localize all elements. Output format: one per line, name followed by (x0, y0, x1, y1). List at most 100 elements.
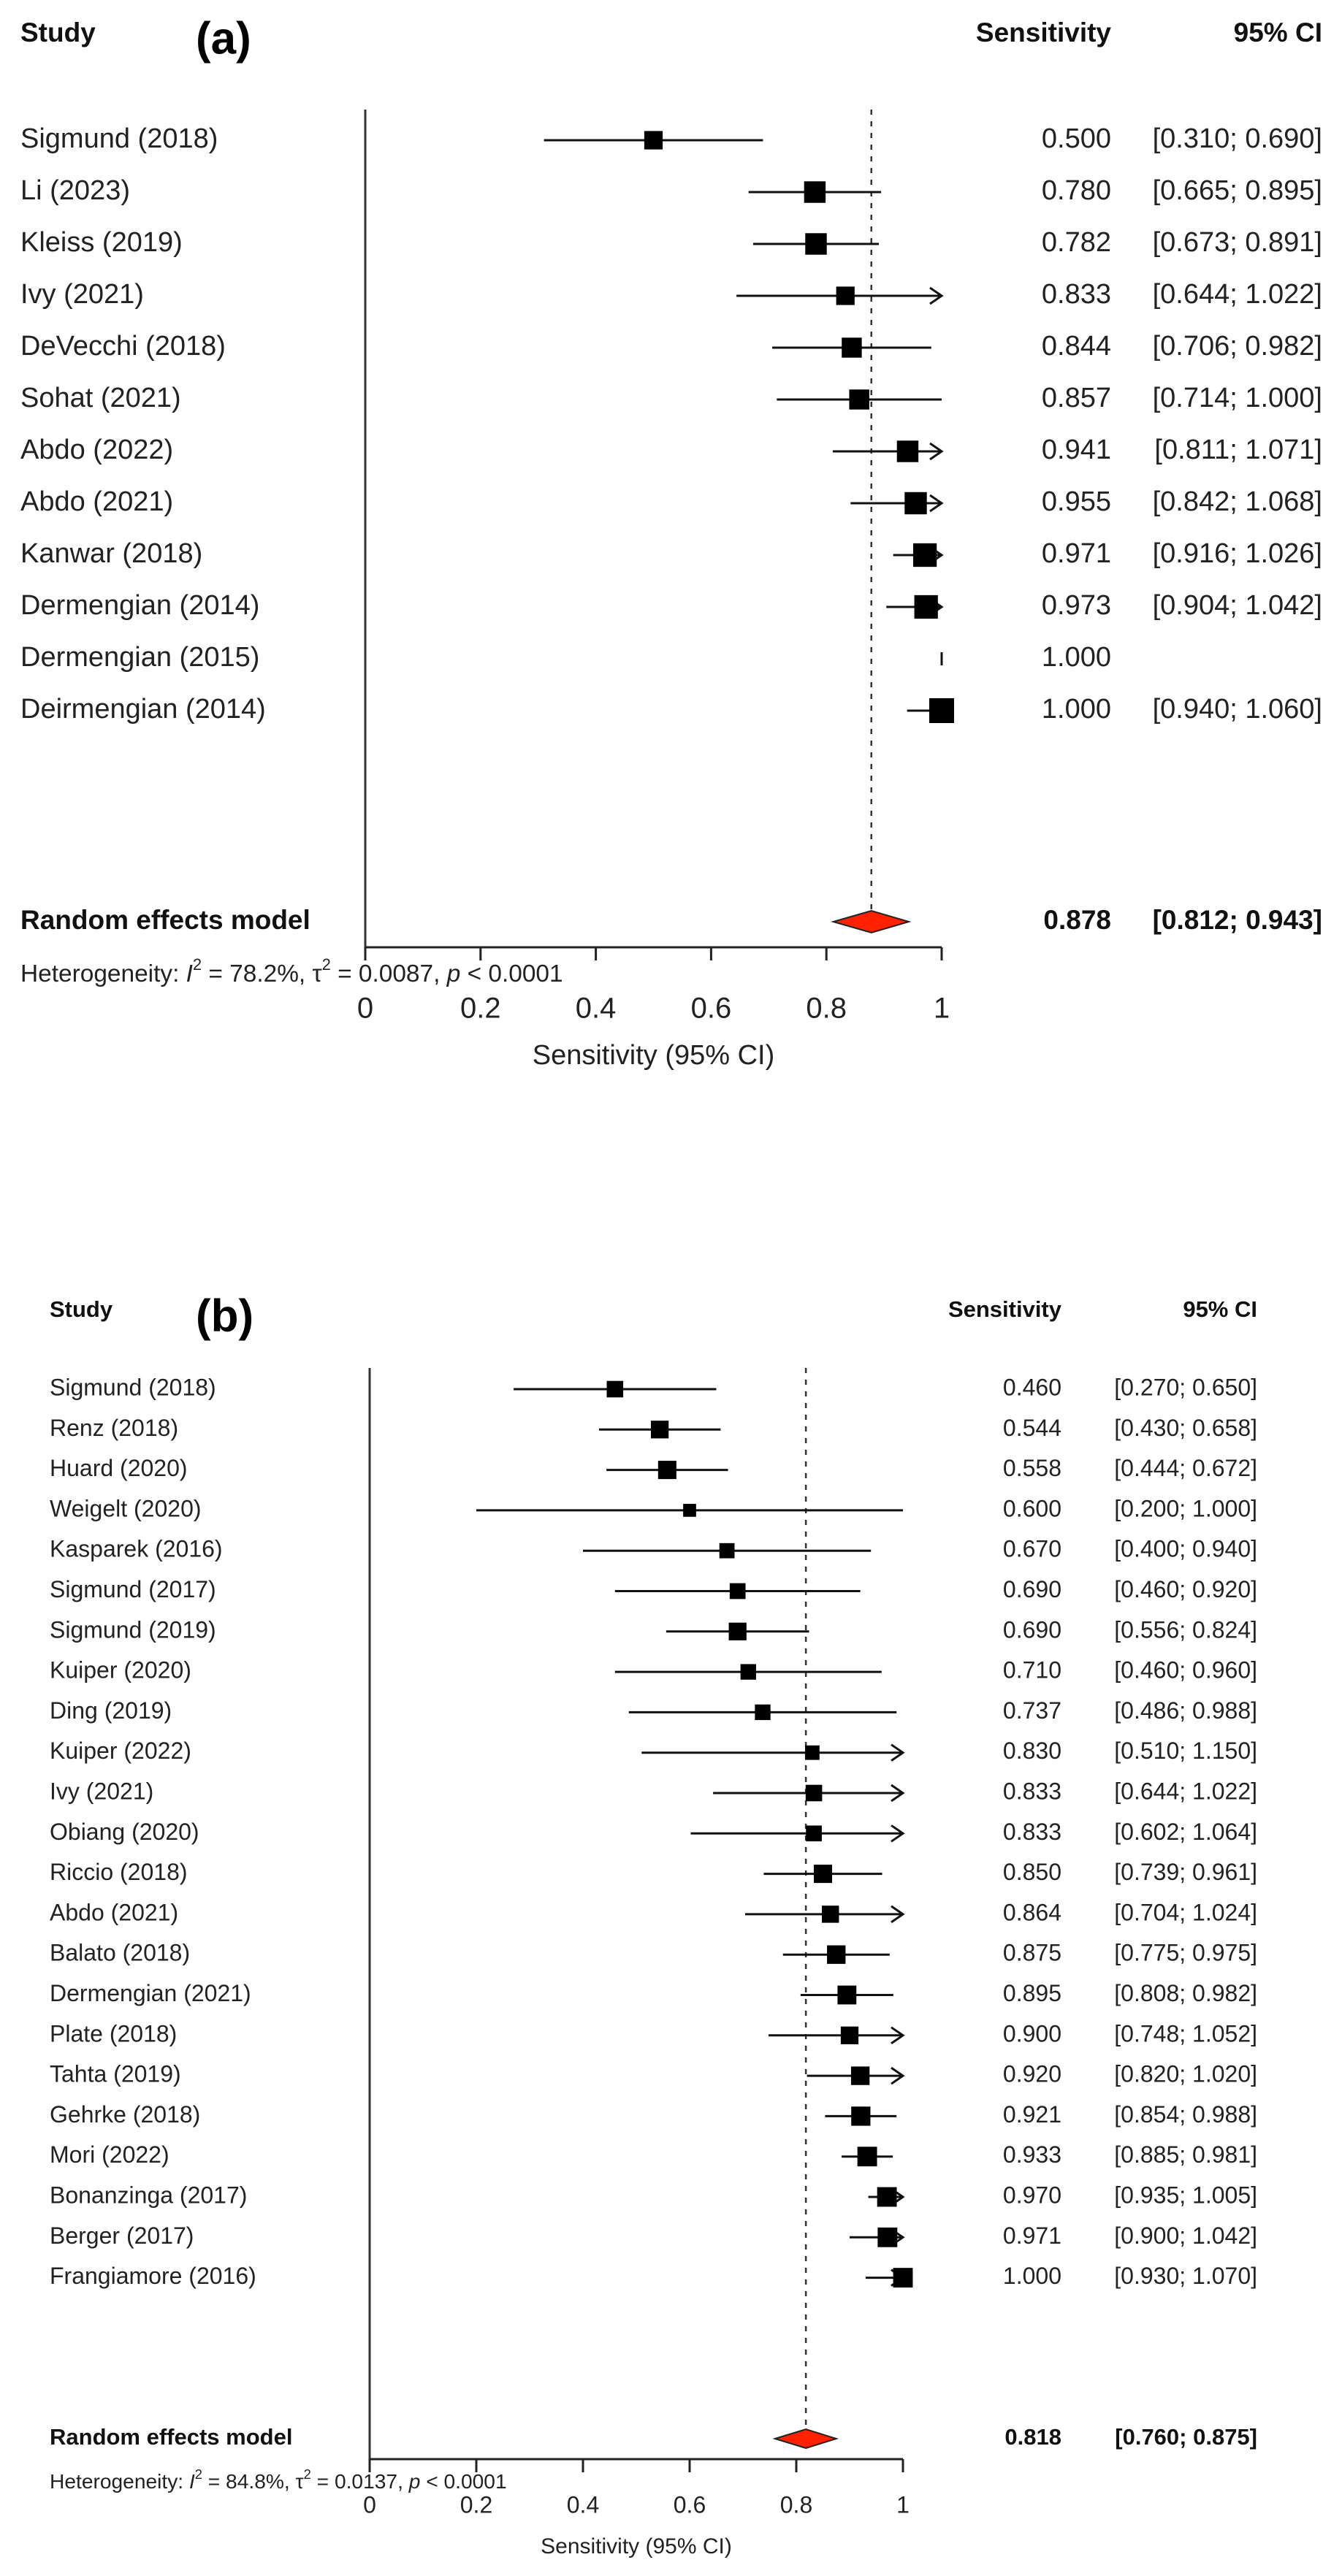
study-marker (657, 1461, 676, 1480)
study-estimate: 0.900 (1003, 2020, 1061, 2046)
x-tick-label: 0.8 (806, 993, 847, 1025)
study-ci: [0.904; 1.042] (1153, 590, 1322, 621)
study-estimate: 1.000 (1042, 642, 1111, 673)
study-row: Obiang (2020) 0.833 [0.602; 1.064] (50, 1819, 1257, 1845)
study-ci: [0.400; 0.940] (1114, 1536, 1257, 1562)
study-ci: [0.460; 0.920] (1114, 1576, 1257, 1602)
x-tick-label: 0.8 (780, 2491, 812, 2518)
study-row: Huard (2020) 0.558 [0.444; 0.672] (50, 1455, 1257, 1481)
study-marker (644, 131, 663, 150)
study-estimate: 1.000 (1003, 2263, 1061, 2289)
study-estimate: 0.895 (1003, 1980, 1061, 2006)
pooled-row: Random effects model 0.878 [0.812; 0.943] (20, 905, 1322, 935)
study-row: Abdo (2021) 0.955 [0.842; 1.068] (20, 486, 1322, 517)
study-name: Sigmund (2019) (50, 1616, 216, 1643)
study-marker (805, 1745, 820, 1760)
study-name: Ivy (2021) (50, 1778, 153, 1804)
study-name: Berger (2017) (50, 2223, 194, 2249)
pooled-ci: [0.812; 0.943] (1153, 905, 1322, 935)
study-name: Sigmund (2018) (50, 1374, 216, 1400)
study-estimate: 0.864 (1003, 1899, 1061, 1925)
study-ci: [0.673; 0.891] (1153, 227, 1322, 258)
study-marker (842, 337, 862, 358)
study-row: Sigmund (2018) 0.500 [0.310; 0.690] (20, 123, 1322, 154)
p-value: < 0.0001 (420, 2470, 506, 2493)
study-ci: [0.460; 0.960] (1114, 1657, 1257, 1683)
heterogeneity-prefix: Heterogeneity: (20, 960, 186, 987)
ci-arrow-right (891, 1824, 905, 1843)
ci-arrow-right (891, 2066, 905, 2085)
study-row: Ivy (2021) 0.833 [0.644; 1.022] (50, 1778, 1257, 1804)
study-estimate: 0.850 (1003, 1859, 1061, 1885)
study-row: Dermengian (2021) 0.895 [0.808; 0.982] (50, 1980, 1257, 2006)
study-ci: [0.714; 1.000] (1153, 383, 1322, 413)
study-row: Sohat (2021) 0.857 [0.714; 1.000] (20, 383, 1322, 413)
forest-plot-panel-a: Study (a) Sensitivity 95% CI Sigmund (2018) 0… (20, 13, 1322, 1071)
study-ci: [0.430; 0.658] (1114, 1415, 1257, 1441)
i2-symbol: I (186, 960, 193, 987)
study-name: Ding (2019) (50, 1697, 172, 1724)
study-ci: [0.916; 1.026] (1153, 538, 1322, 569)
column-header-ci: 95% CI (1234, 18, 1322, 47)
ci-arrow-right (929, 442, 944, 461)
x-axis-title: Sensitivity (95% CI) (541, 2534, 732, 2558)
heterogeneity-text: Heterogeneity: I2 = 78.2%, τ2 = 0.0087, … (20, 955, 563, 987)
study-row: Ivy (2021) 0.833 [0.644; 1.022] (20, 279, 1322, 310)
study-name: Bonanzinga (2017) (50, 2182, 247, 2208)
study-ci: [0.270; 0.650] (1114, 1374, 1257, 1400)
study-estimate: 0.833 (1003, 1819, 1061, 1845)
study-estimate: 0.500 (1042, 123, 1111, 154)
study-name: Li (2023) (20, 175, 130, 206)
study-row: Kanwar (2018) 0.971 [0.916; 1.026] (20, 538, 1322, 569)
column-header-study: Study (20, 18, 96, 47)
study-name: Deirmengian (2014) (20, 694, 266, 725)
study-ci: [0.885; 0.981] (1114, 2141, 1257, 2168)
study-name: Ivy (2021) (20, 279, 144, 310)
x-tick-label: 0 (357, 993, 373, 1025)
p-value: < 0.0001 (460, 960, 563, 987)
study-row: Abdo (2021) 0.864 [0.704; 1.024] (50, 1899, 1257, 1925)
study-row: Weigelt (2020) 0.600 [0.200; 1.000] (50, 1495, 1257, 1521)
study-marker (912, 543, 937, 567)
pooled-label: Random effects model (20, 905, 310, 935)
study-estimate: 0.971 (1003, 2223, 1061, 2249)
study-row: Berger (2017) 0.971 [0.900; 1.042] (50, 2223, 1257, 2249)
study-marker (822, 1906, 839, 1923)
study-estimate: 0.941 (1042, 435, 1111, 465)
study-estimate: 0.830 (1003, 1738, 1061, 1764)
study-marker (849, 389, 869, 410)
study-ci: [0.811; 1.071] (1154, 435, 1322, 465)
study-estimate: 0.544 (1003, 1415, 1061, 1441)
column-header-sensitivity: Sensitivity (948, 1296, 1062, 1322)
study-row: Kleiss (2019) 0.782 [0.673; 0.891] (20, 227, 1322, 258)
x-tick-label: 0.6 (674, 2491, 706, 2518)
study-row: Riccio (2018) 0.850 [0.739; 0.961] (50, 1859, 1257, 1885)
study-row: Kuiper (2022) 0.830 [0.510; 1.150] (50, 1738, 1257, 1764)
ci-arrow-right (929, 494, 944, 513)
study-marker (805, 233, 827, 255)
heterogeneity-prefix: Heterogeneity: (50, 2470, 189, 2493)
study-ci: [0.748; 1.052] (1114, 2020, 1257, 2046)
p-symbol: p (408, 2470, 421, 2493)
study-marker (851, 2106, 871, 2126)
column-header-sensitivity: Sensitivity (976, 18, 1111, 47)
study-ci: [0.854; 0.988] (1114, 2101, 1257, 2128)
ci-arrow-right (891, 1905, 905, 1924)
study-name: Dermengian (2021) (50, 1980, 251, 2006)
study-ci: [0.644; 1.022] (1153, 279, 1322, 310)
study-ci: [0.842; 1.068] (1153, 486, 1322, 517)
study-marker (914, 595, 938, 619)
pooled-row: Random effects model 0.818 [0.760; 0.875] (50, 2424, 1257, 2450)
study-name: Weigelt (2020) (50, 1495, 202, 1521)
study-name: Sigmund (2018) (20, 123, 218, 154)
study-estimate: 0.690 (1003, 1576, 1061, 1602)
study-row: Kasparek (2016) 0.670 [0.400; 0.940] (50, 1536, 1257, 1562)
tau2-value: = 0.0087, (331, 960, 447, 987)
study-row: Dermengian (2015) 1.000 (20, 642, 1111, 673)
study-estimate: 0.782 (1042, 227, 1111, 258)
study-marker (857, 2147, 877, 2167)
study-marker (877, 2187, 897, 2207)
x-tick-label: 0.4 (567, 2491, 599, 2518)
column-header-study: Study (50, 1296, 113, 1322)
i2-value: = 78.2%, (202, 960, 312, 987)
